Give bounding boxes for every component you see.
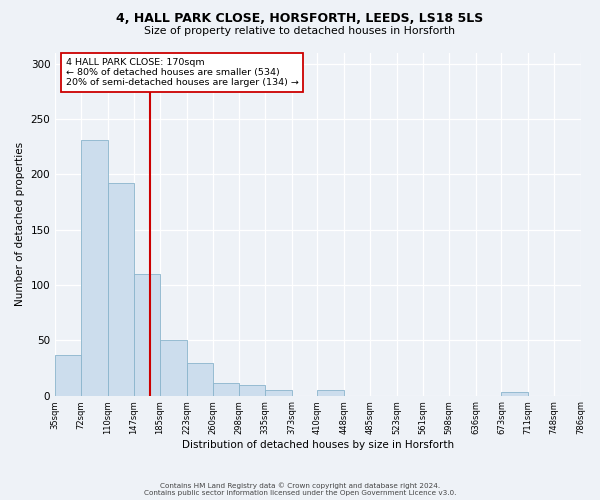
Bar xyxy=(239,384,265,396)
Bar xyxy=(212,384,239,396)
Bar xyxy=(107,183,134,396)
Text: 4, HALL PARK CLOSE, HORSFORTH, LEEDS, LS18 5LS: 4, HALL PARK CLOSE, HORSFORTH, LEEDS, LS… xyxy=(116,12,484,26)
Y-axis label: Number of detached properties: Number of detached properties xyxy=(15,142,25,306)
Text: 4 HALL PARK CLOSE: 170sqm
← 80% of detached houses are smaller (534)
20% of semi: 4 HALL PARK CLOSE: 170sqm ← 80% of detac… xyxy=(65,58,299,88)
Bar xyxy=(502,392,528,396)
Bar xyxy=(187,364,212,396)
Text: Contains HM Land Registry data © Crown copyright and database right 2024.
Contai: Contains HM Land Registry data © Crown c… xyxy=(144,482,456,496)
Bar xyxy=(265,390,292,396)
Bar xyxy=(81,140,107,396)
Bar xyxy=(55,354,81,396)
Bar xyxy=(134,274,160,396)
Bar xyxy=(317,390,344,396)
X-axis label: Distribution of detached houses by size in Horsforth: Distribution of detached houses by size … xyxy=(182,440,454,450)
Bar xyxy=(160,340,187,396)
Text: Size of property relative to detached houses in Horsforth: Size of property relative to detached ho… xyxy=(145,26,455,36)
